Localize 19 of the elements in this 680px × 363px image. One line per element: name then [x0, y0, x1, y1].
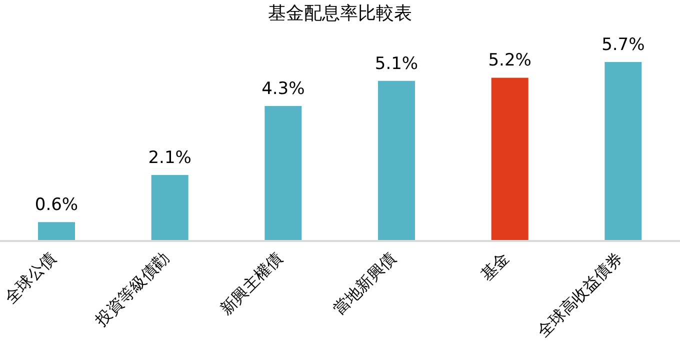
x-tick-label: 全球高收益債券	[534, 248, 626, 342]
data-label: 4.3%	[262, 78, 305, 99]
chart-title: 基金配息率比較表	[267, 2, 413, 26]
x-tick-label: 投資等級債勸	[90, 248, 173, 330]
data-label: 5.2%	[488, 50, 532, 71]
x-tick-label: 當地新興債	[329, 248, 400, 318]
x-tick-label: 基金	[476, 248, 513, 284]
bar	[151, 175, 188, 241]
bar	[604, 62, 642, 241]
x-tick-label: 新興主權債	[216, 248, 286, 318]
data-label: 5.1%	[374, 54, 418, 74]
bar	[38, 222, 75, 241]
bar	[378, 80, 415, 241]
data-label: 2.1%	[148, 148, 192, 168]
bar	[264, 106, 302, 241]
data-label: 0.6%	[34, 195, 78, 216]
x-tick-label: 全球公債	[0, 248, 60, 308]
bar	[491, 78, 528, 241]
data-label: 5.7%	[602, 35, 645, 55]
